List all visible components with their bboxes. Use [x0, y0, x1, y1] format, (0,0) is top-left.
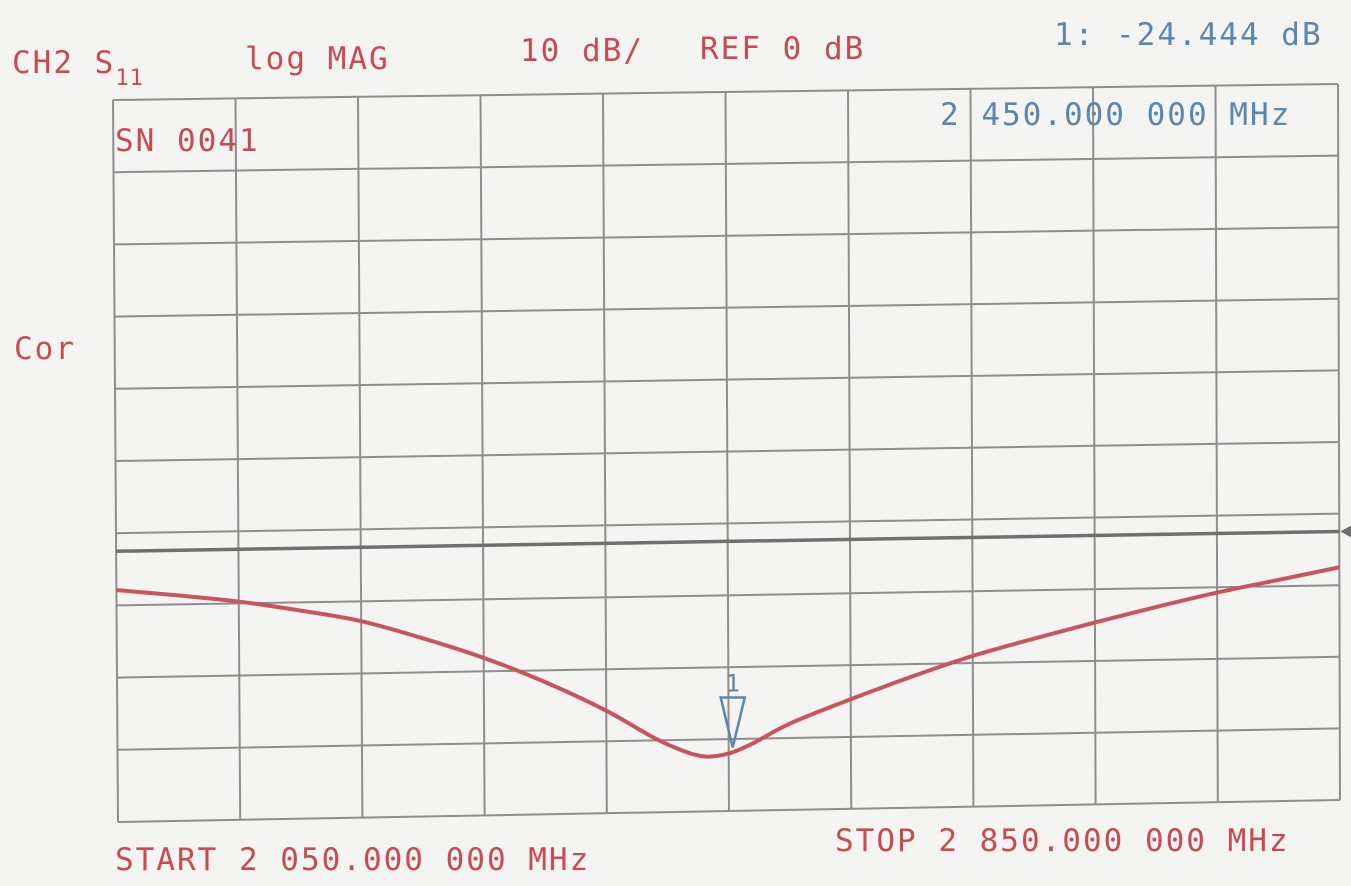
channel-text: CH2 S	[12, 45, 116, 81]
graticule	[112, 83, 1341, 823]
grid-line-horizontal	[115, 441, 1340, 462]
reference-level	[116, 525, 1351, 553]
trace-line	[116, 565, 1340, 759]
marker-triangle	[719, 696, 747, 748]
reference-level-line	[116, 529, 1340, 553]
scale-label: 10 dB/	[520, 33, 644, 69]
start-frequency: START 2 050.000 000 MHz	[115, 842, 591, 878]
format-label: log MAG	[245, 41, 390, 77]
reference-level-pointer	[1340, 525, 1351, 538]
channel-label: CH2 S11	[12, 45, 144, 90]
grid-line-horizontal	[116, 584, 1340, 607]
marker-layer: 1	[719, 669, 747, 748]
serial-label: SN 0041	[115, 123, 260, 159]
grid-line-horizontal	[113, 226, 1339, 246]
grid-line-horizontal	[117, 799, 1341, 823]
grid-line-horizontal	[115, 512, 1340, 535]
grid-line-horizontal	[114, 297, 1339, 318]
grid-line-horizontal	[117, 727, 1340, 751]
s11-trace	[116, 565, 1340, 759]
marker-number: 1	[725, 669, 739, 697]
stop-frequency: STOP 2 850.000 000 MHz	[835, 823, 1290, 859]
reference-label: REF 0 dB	[700, 31, 866, 67]
grid-line-horizontal	[116, 655, 1340, 679]
grid-line-horizontal	[113, 154, 1339, 174]
marker-frequency: 2 450.000 000 MHz	[940, 97, 1292, 133]
marker-readout: 1: -24.444 dB	[1054, 17, 1323, 53]
grid-line-horizontal	[114, 369, 1339, 390]
correction-indicator: Cor	[14, 331, 76, 367]
channel-subscript: 11	[115, 66, 144, 91]
grid-line-horizontal	[112, 83, 1339, 101]
